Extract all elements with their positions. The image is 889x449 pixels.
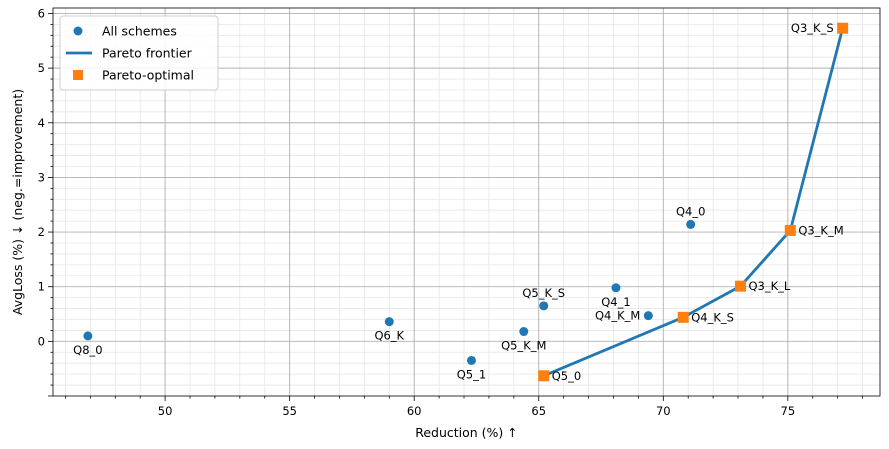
pareto-optimal-marker [784,224,796,236]
label-q4-0: Q4_0 [676,204,705,218]
pareto-optimal-marker [837,22,849,34]
label-q5-1: Q5_1 [457,367,486,381]
pareto-optimal-marker [735,280,747,292]
pareto-layer [538,22,849,382]
pareto-optimal-marker [677,311,689,323]
point-q5-k-s [539,301,549,311]
label-q3-k-l: Q3_K_L [749,279,791,293]
y-tick-label: 0 [38,334,45,348]
label-q3-k-s: Q3_K_S [791,21,834,35]
axis-ticks: 50 55 60 65 70 75 0 1 2 3 4 5 6 [38,6,863,418]
plot-frame [52,7,881,397]
point-q8-0 [83,331,93,341]
point-q4-1 [611,283,621,293]
label-q5-k-s: Q5_K_S [522,286,565,300]
label-q5-0: Q5_0 [552,369,581,383]
y-axis-label: AvgLoss (%) ↓ (neg.=improvement) [10,89,25,315]
label-q5-k-m: Q5_K_M [501,339,546,353]
legend-label-all-schemes: All schemes [102,24,177,39]
point-labels: Q8_0 Q6_K Q5_1 Q5_K_M Q5_K_S Q5_0 Q4_1Q4_K_M Q4… [73,21,844,383]
pareto-optimal-marker [538,370,550,382]
y-tick-label: 5 [38,61,45,75]
label-q3-k-m: Q3_K_M [798,223,843,237]
point-q5-k-m [519,327,529,337]
y-tick-label: 6 [38,6,45,20]
y-tick-label: 2 [38,225,45,239]
legend-label-pareto-frontier: Pareto frontier [102,46,193,61]
y-tick-label: 3 [38,170,45,184]
label-q4-1: Q4_1 [601,295,630,309]
major-grid [53,8,880,396]
point-q4-0 [686,219,696,229]
x-tick-label: 65 [531,404,546,418]
y-tick-label: 1 [38,280,45,294]
point-q5-1 [466,355,476,365]
x-tick-label: 60 [407,404,422,418]
x-tick-label: 75 [781,404,796,418]
legend-marker-pareto-optimal [73,70,83,80]
legend-label-pareto-optimal: Pareto-optimal [102,68,194,83]
point-q6-k [384,317,394,327]
label-q4-k-s: Q4_K_S [691,310,734,324]
legend: All schemes Pareto frontier Pareto-optim… [59,15,219,91]
label-q4-k-m: Q4_K_M [595,309,640,323]
label-q6-k: Q6_K [374,329,404,343]
y-tick-label: 4 [38,116,45,130]
legend-box [59,15,219,91]
x-tick-label: 55 [282,404,297,418]
x-axis-label: Reduction (%) ↑ [415,425,518,440]
label-q8-0: Q8_0 [73,343,102,357]
x-tick-label: 70 [656,404,671,418]
legend-marker-all-schemes [73,26,83,36]
point-q4-k-m [643,311,653,321]
x-tick-label: 50 [158,404,173,418]
